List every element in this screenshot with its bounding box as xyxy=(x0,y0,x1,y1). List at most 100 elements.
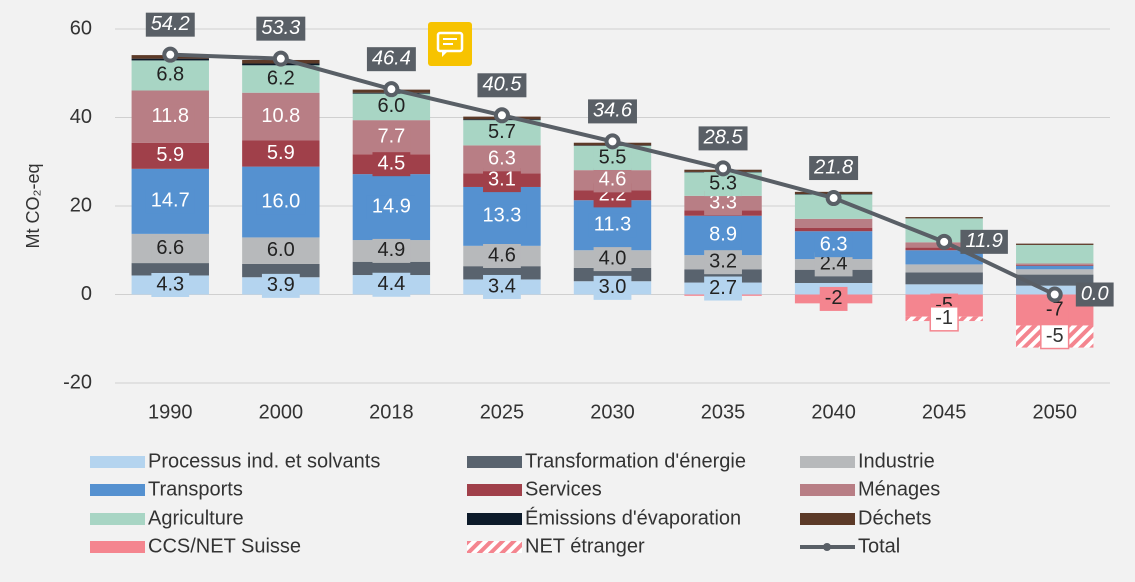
data-label: 53.3 xyxy=(256,16,306,41)
data-label: 5.9 xyxy=(151,143,190,168)
total-point xyxy=(1046,286,1063,303)
data-label: 28.5 xyxy=(698,126,748,151)
data-label-text: 2.4 xyxy=(820,253,848,275)
data-label-box xyxy=(483,168,521,193)
legend-swatch xyxy=(800,484,855,496)
data-label-text: 54.2 xyxy=(151,13,190,35)
data-label-text: 6.8 xyxy=(156,64,184,86)
legend-swatch xyxy=(90,456,145,468)
data-label: 14.9 xyxy=(366,195,416,220)
data-label-text: 3.1 xyxy=(488,168,516,190)
data-label-box xyxy=(704,276,742,301)
bar-segment xyxy=(905,272,983,285)
data-label-text: 6.2 xyxy=(267,67,295,89)
total-point xyxy=(162,46,179,63)
data-label-box xyxy=(372,125,411,150)
data-label: 0.0 xyxy=(1075,282,1114,307)
data-label-box xyxy=(146,104,195,129)
data-label-box xyxy=(704,223,742,248)
y-tick-label: 0 xyxy=(81,283,92,305)
data-label-text: 6.0 xyxy=(267,239,295,261)
bar-segment xyxy=(1016,274,1094,286)
data-label-text: 14.9 xyxy=(372,195,411,217)
bar-segment xyxy=(1016,243,1094,245)
x-tick-label: 2035 xyxy=(701,401,746,423)
data-label-text: 8.9 xyxy=(709,224,737,246)
data-label: 3.4 xyxy=(483,274,521,299)
legend-label: Agriculture xyxy=(148,507,244,529)
data-label-box xyxy=(960,229,1008,254)
data-label-text: 5.9 xyxy=(267,142,295,164)
data-label-box xyxy=(1040,323,1070,350)
legend-swatch xyxy=(467,513,522,525)
data-label-text: 0.0 xyxy=(1081,283,1109,305)
legend-label: Processus ind. et solvants xyxy=(148,450,380,472)
data-label-text: 14.7 xyxy=(151,190,190,212)
y-axis-title: Mt CO₂-eq xyxy=(23,164,43,249)
legend-swatch xyxy=(90,513,145,525)
data-label: 5.3 xyxy=(704,172,742,197)
data-label: 7.7 xyxy=(372,125,411,150)
bar-segment xyxy=(684,269,762,283)
data-label-text: 4.9 xyxy=(377,239,405,261)
data-label-box xyxy=(483,274,521,299)
data-label-box xyxy=(477,73,527,98)
data-label: 4.0 xyxy=(593,247,632,272)
data-label-box xyxy=(593,168,632,193)
data-label-text: 5.9 xyxy=(156,144,184,166)
comment-icon xyxy=(428,22,472,66)
bar-segment xyxy=(905,284,983,295)
data-label-box xyxy=(593,145,632,170)
data-label-box xyxy=(366,195,416,220)
data-label-text: 3.4 xyxy=(488,275,516,297)
legend-label: CCS/NET Suisse xyxy=(148,535,301,557)
data-label: 3.1 xyxy=(483,168,521,193)
legend-swatch xyxy=(800,456,855,468)
data-label: 6.6 xyxy=(151,236,190,261)
data-label: 54.2 xyxy=(145,12,195,37)
data-label-box xyxy=(809,156,859,181)
legend-label: NET étranger xyxy=(525,535,645,557)
data-label-text: 16.0 xyxy=(261,190,300,212)
data-label: 16.0 xyxy=(256,190,306,215)
data-label-text: 34.6 xyxy=(593,100,633,122)
data-label-text: -7 xyxy=(1046,298,1064,320)
legend-swatch xyxy=(467,456,522,468)
total-point xyxy=(493,107,510,124)
data-label-box xyxy=(372,272,411,297)
data-label: -5 xyxy=(1040,323,1070,350)
data-label: 46.4 xyxy=(366,47,416,72)
data-label-text: 6.3 xyxy=(488,148,516,170)
data-label-text: 3.3 xyxy=(709,191,737,213)
legend-label: Émissions d'évaporation xyxy=(525,506,741,529)
data-label-text: 10.8 xyxy=(261,105,300,127)
data-label-text: 4.3 xyxy=(156,273,184,295)
data-label-box xyxy=(593,275,632,300)
data-label: -2 xyxy=(819,286,848,311)
y-tick-label: -20 xyxy=(63,371,92,393)
data-label: 6.3 xyxy=(814,233,853,258)
bar-segment xyxy=(905,264,983,273)
data-label-box xyxy=(261,238,300,263)
total-point xyxy=(825,190,842,207)
data-label-text: 4.6 xyxy=(599,169,627,191)
data-label-text: 6.0 xyxy=(377,95,405,117)
data-label-text: 11.9 xyxy=(965,230,1002,252)
data-label-text: 4.6 xyxy=(488,244,516,266)
data-label-box xyxy=(145,12,195,37)
data-label-text: 6.6 xyxy=(156,237,184,259)
data-label-box xyxy=(1075,282,1114,307)
data-label-text: 46.4 xyxy=(372,47,411,69)
legend-label: Total xyxy=(858,535,900,557)
data-label-box xyxy=(588,213,637,238)
data-label: 21.8 xyxy=(809,156,859,181)
total-point xyxy=(604,133,621,150)
data-label-text: 6.3 xyxy=(820,233,848,255)
data-label: 5.5 xyxy=(593,145,632,170)
data-label: 34.6 xyxy=(588,99,637,124)
data-label-text: 4.0 xyxy=(599,247,627,269)
data-label-text: 13.3 xyxy=(482,205,521,227)
data-label: 11.8 xyxy=(146,104,195,129)
data-label-box xyxy=(151,272,190,297)
